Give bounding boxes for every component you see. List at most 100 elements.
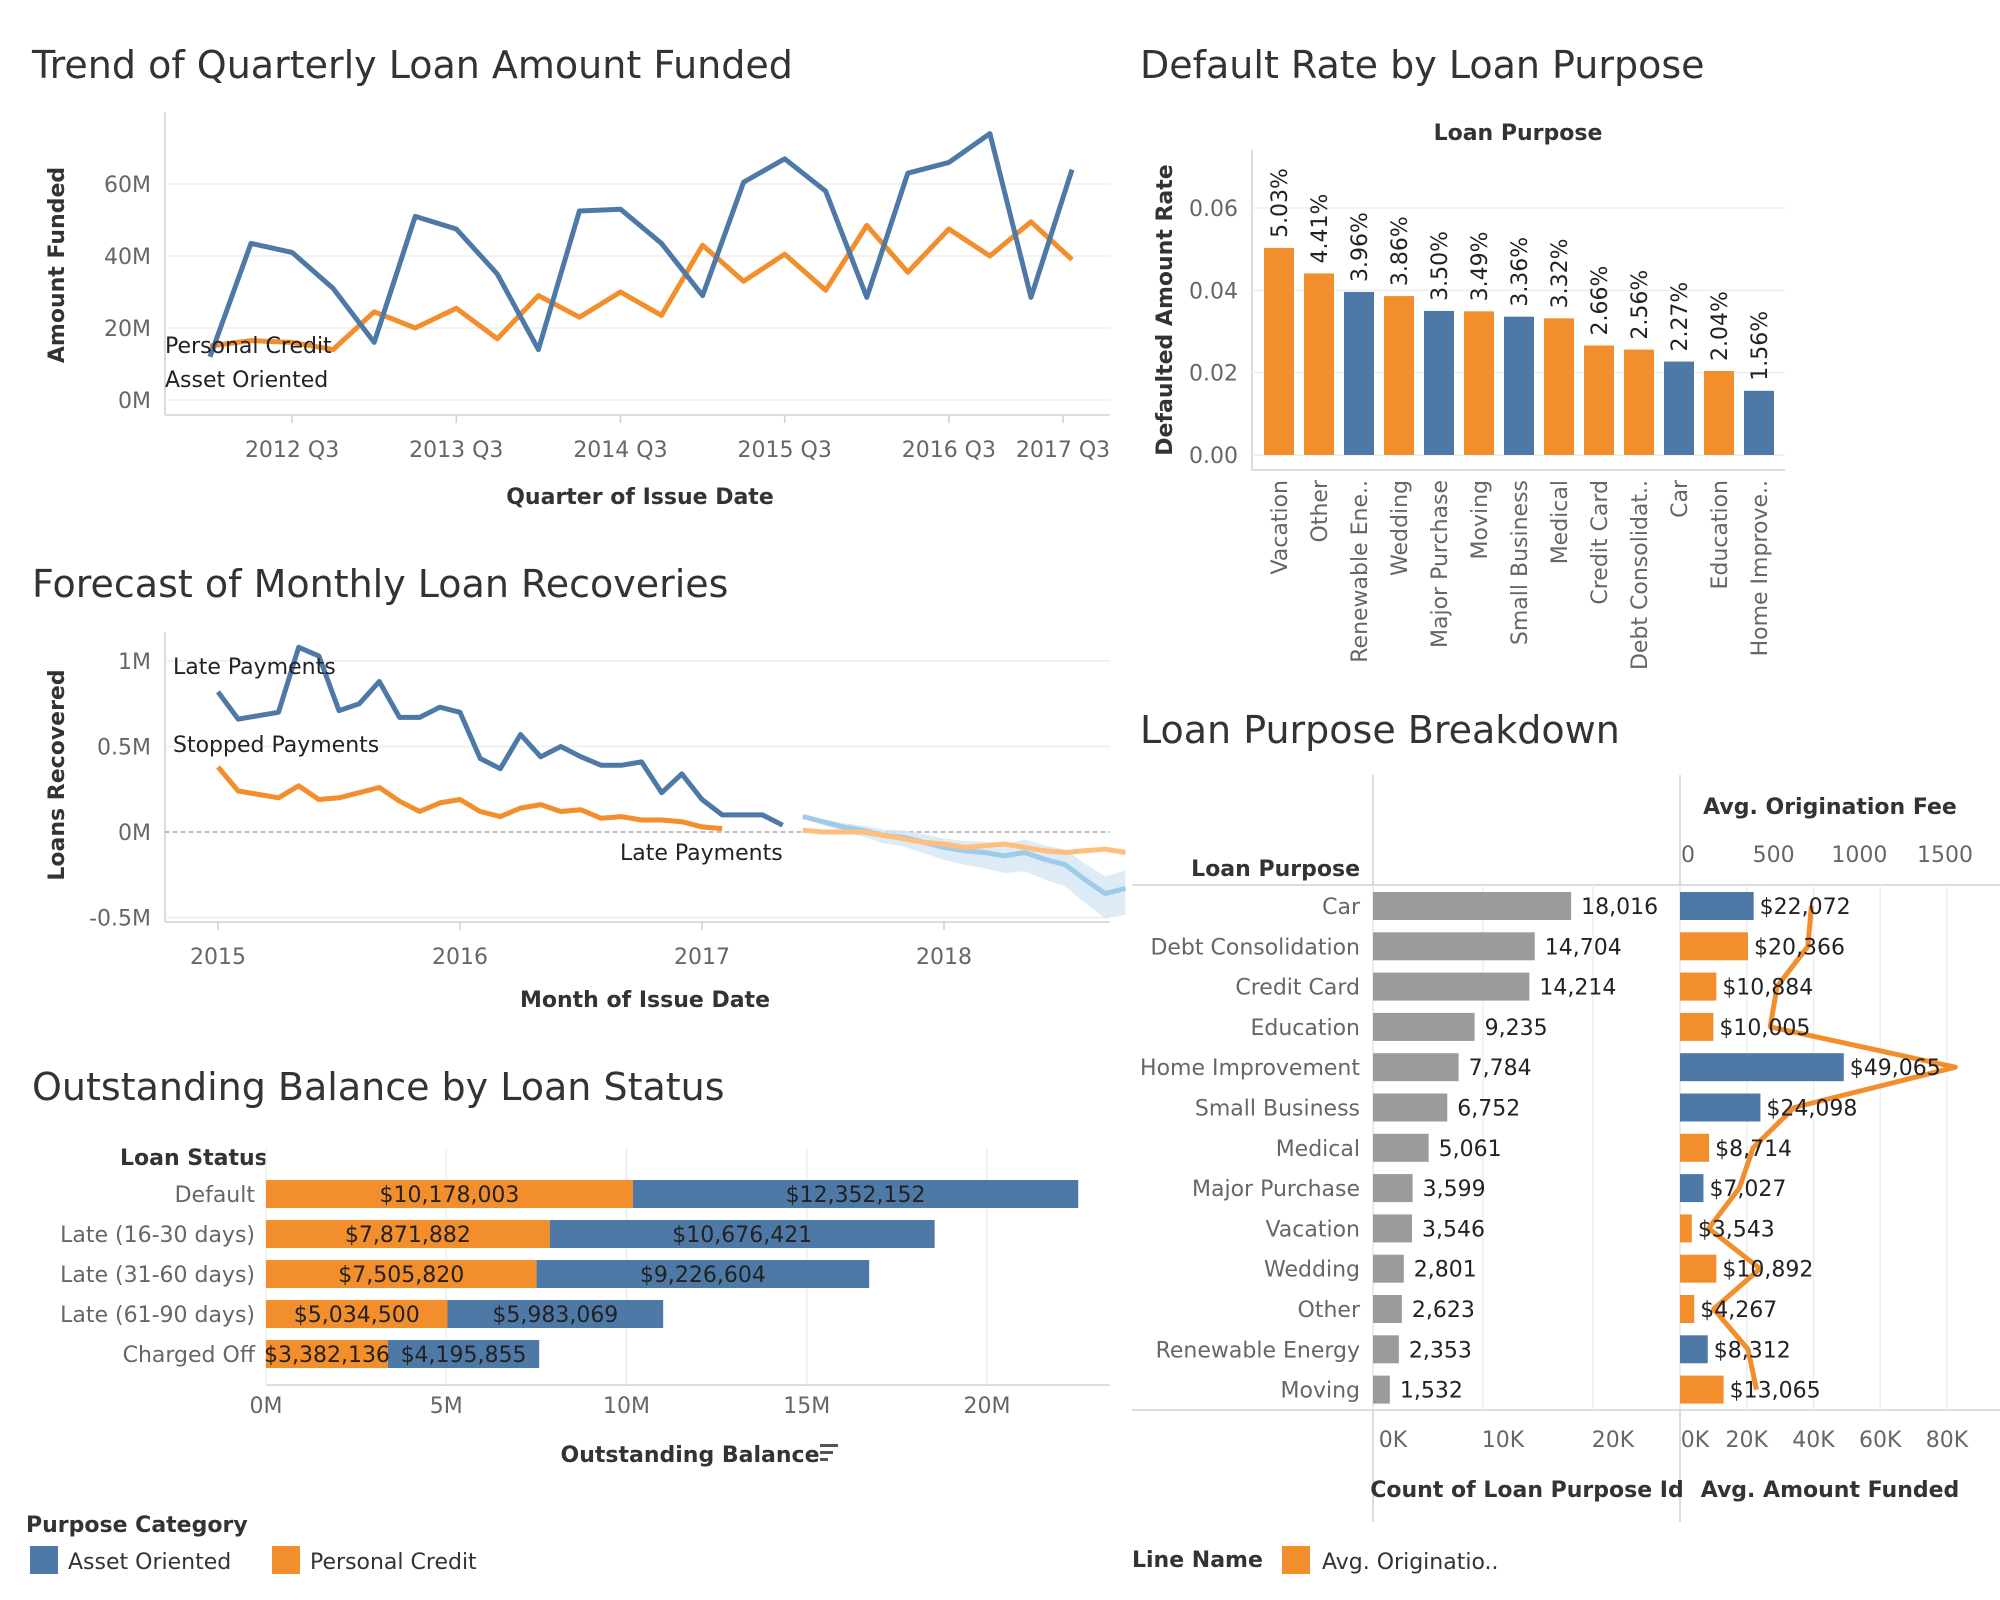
count-bar [1373, 1254, 1404, 1283]
balance-label-personal: $10,178,003 [379, 1183, 519, 1208]
default-rate-category: Moving [1468, 480, 1493, 559]
amount-value-label: $10,892 [1722, 1258, 1813, 1283]
forecast-label-late-payments: Late Payments [173, 655, 336, 680]
breakdown-chart: Loan Purpose Avg. Origination Fee 0 500 1000… [1132, 775, 2000, 1522]
count-x-tick: 10K [1482, 1428, 1525, 1453]
breakdown-category: Wedding [1264, 1258, 1360, 1283]
count-bar [1373, 892, 1572, 920]
balance-bar-asset [387, 1340, 540, 1368]
purpose-legend-title: Purpose Category [26, 1513, 248, 1538]
breakdown-category: Major Purchase [1192, 1177, 1360, 1202]
count-bar [1373, 1214, 1413, 1243]
balance-bar-asset [536, 1260, 870, 1288]
amount-value-label: $3,543 [1698, 1217, 1775, 1242]
forecast-y-tick: 0M [118, 821, 151, 846]
default-rate-bar [1624, 349, 1654, 455]
balance-bar-asset [549, 1220, 935, 1248]
default-rate-value-label: 4.41% [1308, 194, 1333, 264]
amount-bar [1680, 1012, 1714, 1041]
default-rate-bar [1744, 390, 1774, 455]
fee-axis-tick: 1500 [1917, 843, 1973, 868]
legend-label-personal[interactable]: Personal Credit [310, 1550, 477, 1575]
default-rate-category: Car [1668, 479, 1693, 518]
breakdown-title: Loan Purpose Breakdown [1140, 708, 1620, 752]
amount-bar [1680, 1295, 1695, 1323]
balance-category: Late (16-30 days) [60, 1223, 255, 1248]
fee-line [1706, 905, 1958, 1391]
breakdown-category: Renewable Energy [1156, 1338, 1360, 1363]
trend-x-tick: 2014 Q3 [573, 438, 667, 463]
count-x-tick: 20K [1592, 1428, 1635, 1453]
count-bar [1373, 1174, 1413, 1203]
forecast-line-late-forecast [802, 814, 1127, 897]
balance-category: Late (61-90 days) [60, 1303, 255, 1328]
default-rate-bar [1344, 291, 1374, 455]
default-rate-y-tick: 0.02 [1189, 362, 1238, 387]
breakdown-category: Debt Consolidation [1150, 935, 1360, 960]
amount-value-label: $20,366 [1754, 935, 1845, 960]
amount-value-label: $10,884 [1722, 976, 1813, 1001]
forecast-x-tick: 2017 [674, 945, 730, 970]
default-rate-value-label: 3.32% [1548, 238, 1573, 308]
trend-line-personal-credit [209, 219, 1074, 353]
count-x-title: Count of Loan Purpose Id [1370, 1478, 1684, 1503]
amount-bar [1680, 1053, 1844, 1082]
purpose-legend[interactable]: Purpose Category Asset Oriented Personal… [26, 1513, 477, 1575]
count-value-label: 14,704 [1545, 935, 1622, 960]
legend-swatch-fee[interactable] [1282, 1546, 1310, 1574]
amount-x-tick: 40K [1792, 1428, 1835, 1453]
count-value-label: 14,214 [1539, 976, 1616, 1001]
count-value-label: 18,016 [1581, 895, 1658, 920]
legend-label-fee[interactable]: Avg. Originatio.. [1322, 1550, 1499, 1575]
trend-y-title: Amount Funded [45, 167, 70, 363]
breakdown-category: Education [1250, 1016, 1360, 1041]
breakdown-category: Vacation [1265, 1217, 1360, 1242]
balance-x-tick: 5M [430, 1394, 463, 1419]
forecast-label-stopped-payments: Stopped Payments [173, 733, 379, 758]
fee-axis-tick: 500 [1753, 843, 1795, 868]
forecast-line-late-payments [215, 644, 784, 828]
count-bar [1373, 972, 1530, 1001]
line-legend[interactable]: Line Name Avg. Originatio.. [1132, 1546, 1499, 1575]
default-rate-bar [1384, 296, 1414, 455]
breakdown-category: Credit Card [1235, 976, 1360, 1001]
balance-category: Default [175, 1183, 256, 1208]
amount-value-label: $13,065 [1730, 1379, 1821, 1404]
forecast-y-tick: 0.5M [97, 736, 151, 761]
sort-icon [820, 1444, 838, 1447]
legend-swatch-personal[interactable] [272, 1546, 300, 1574]
default-rate-category: Medical [1548, 480, 1573, 564]
default-rate-y-tick: 0.06 [1189, 197, 1238, 222]
balance-bar-personal [266, 1300, 448, 1328]
balance-label-personal: $7,871,882 [345, 1223, 471, 1248]
breakdown-header: Loan Purpose [1191, 857, 1360, 882]
balance-label-asset: $10,676,421 [672, 1223, 812, 1248]
legend-label-asset[interactable]: Asset Oriented [68, 1550, 231, 1575]
breakdown-category: Home Improvement [1140, 1056, 1360, 1081]
forecast-line-stopped-payments [216, 765, 723, 832]
balance-bar-personal [266, 1260, 537, 1288]
default-rate-category: Other [1308, 479, 1333, 542]
forecast-y-tick: 1M [118, 650, 151, 675]
default-rate-category: Small Business [1508, 480, 1533, 645]
default-rate-header: Loan Purpose [1434, 121, 1603, 146]
default-rate-bar [1704, 371, 1734, 455]
amount-bar [1680, 1254, 1717, 1283]
amount-bar [1680, 1214, 1692, 1243]
trend-x-tick: 2017 Q3 [1016, 438, 1110, 463]
count-value-label: 9,235 [1485, 1016, 1548, 1041]
count-value-label: 2,623 [1412, 1298, 1475, 1323]
legend-swatch-asset[interactable] [30, 1546, 58, 1574]
default-rate-value-label: 2.27% [1668, 282, 1693, 352]
count-value-label: 1,532 [1400, 1379, 1463, 1404]
default-rate-value-label: 3.49% [1468, 231, 1493, 301]
default-rate-bar [1504, 316, 1534, 455]
forecast-x-title: Month of Issue Date [520, 988, 770, 1013]
sort-icon-mid [820, 1451, 833, 1454]
balance-label-asset: $9,226,604 [640, 1263, 766, 1288]
breakdown-category: Small Business [1195, 1097, 1360, 1122]
default-rate-value-label: 2.04% [1708, 291, 1733, 361]
default-rate-bar [1264, 247, 1294, 455]
balance-label-asset: $4,195,855 [401, 1343, 527, 1368]
